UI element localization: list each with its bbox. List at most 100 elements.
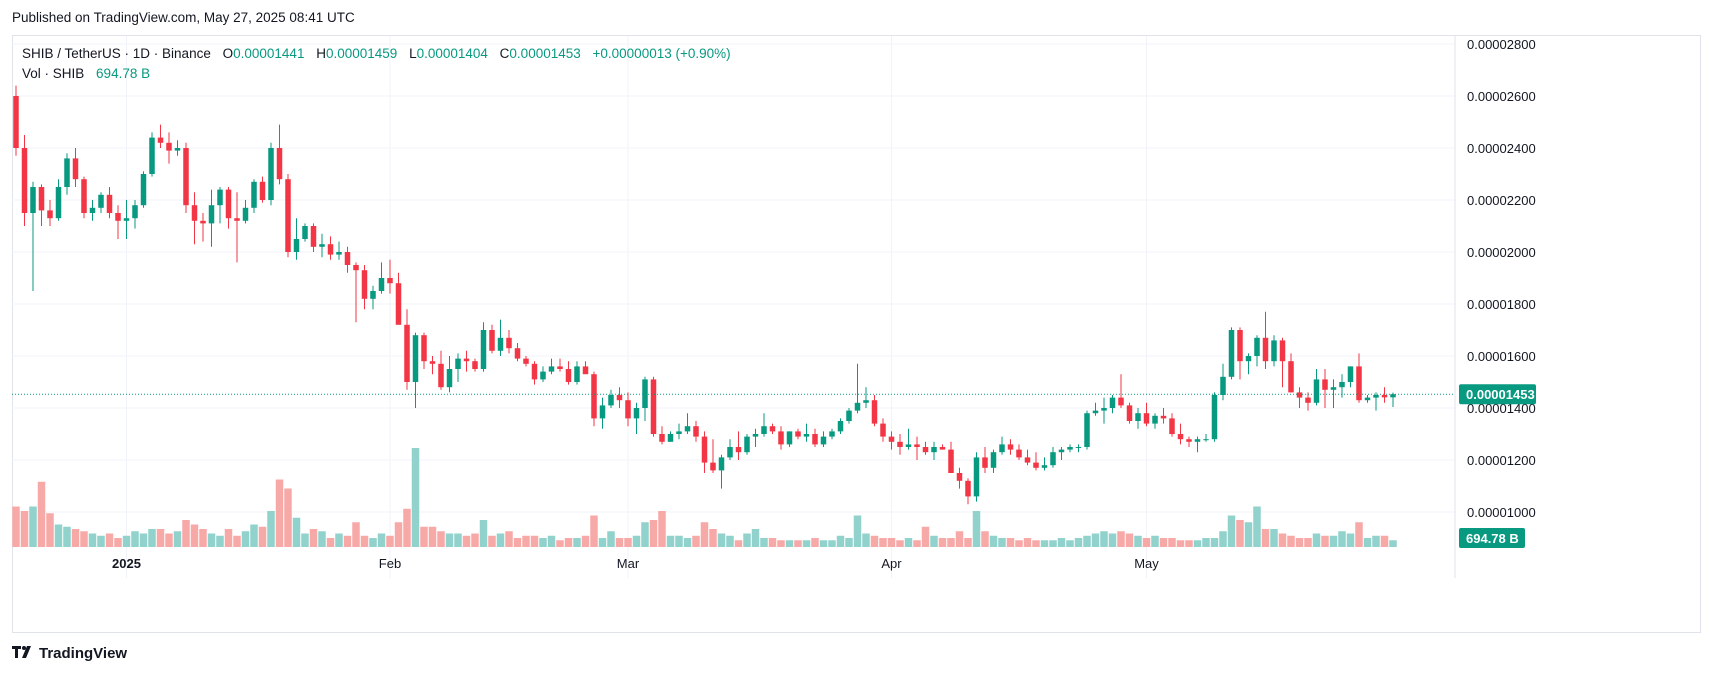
candle bbox=[132, 200, 138, 229]
candle bbox=[1339, 374, 1345, 398]
candle bbox=[1143, 402, 1150, 427]
candle bbox=[1033, 452, 1039, 471]
volume-bar bbox=[411, 448, 420, 547]
volume-bar bbox=[309, 529, 318, 547]
volume-bar bbox=[1389, 540, 1397, 547]
candle bbox=[217, 187, 223, 224]
volume-bar bbox=[420, 526, 428, 547]
volume-bar bbox=[887, 538, 896, 547]
volume-bar bbox=[836, 535, 845, 547]
candle bbox=[140, 171, 147, 208]
last-volume-label: 694.78 B bbox=[1466, 531, 1519, 546]
candle-body bbox=[1322, 379, 1328, 390]
candle bbox=[1288, 353, 1294, 393]
price-tick-label: 0.00002800 bbox=[1467, 37, 1536, 52]
candle bbox=[293, 218, 300, 260]
time-tick-label: 2025 bbox=[112, 556, 141, 571]
candle-body bbox=[1339, 382, 1345, 388]
candle-body bbox=[234, 218, 240, 221]
candle bbox=[395, 272, 402, 325]
candle bbox=[939, 444, 946, 450]
candle-body bbox=[455, 358, 461, 369]
tradingview-brand[interactable]: TradingView bbox=[12, 645, 127, 662]
volume-bar bbox=[513, 538, 522, 547]
volume-bar bbox=[777, 540, 785, 547]
volume-bar bbox=[845, 538, 853, 547]
volume-bar bbox=[879, 538, 887, 547]
volume-bar bbox=[88, 533, 97, 547]
candle bbox=[259, 176, 266, 203]
candle bbox=[302, 223, 308, 242]
volume-bar bbox=[1057, 538, 1066, 547]
volume-bar bbox=[352, 522, 360, 547]
candle-body bbox=[1194, 439, 1201, 442]
candle bbox=[55, 179, 62, 221]
volume-bar bbox=[1346, 533, 1355, 547]
volume-bar bbox=[275, 479, 284, 547]
tradingview-logo-icon bbox=[12, 645, 34, 662]
candle-body bbox=[803, 434, 810, 437]
volume-legend-line: Vol · SHIB 694.78 B bbox=[22, 64, 731, 84]
volume-bar bbox=[785, 540, 794, 547]
volume-bar bbox=[573, 538, 581, 547]
candle bbox=[608, 389, 614, 408]
candle bbox=[905, 428, 912, 450]
volume-bar bbox=[1032, 540, 1040, 547]
candle bbox=[1041, 457, 1048, 471]
candle bbox=[1177, 423, 1184, 445]
candle-body bbox=[1356, 366, 1362, 401]
volume-bar bbox=[1210, 538, 1219, 547]
candle-body bbox=[404, 324, 410, 382]
volume-bar bbox=[896, 540, 904, 547]
candle-body bbox=[735, 447, 742, 453]
candle-body bbox=[183, 148, 189, 206]
candle bbox=[319, 233, 325, 258]
volume-bar bbox=[989, 535, 998, 547]
candle bbox=[81, 176, 87, 219]
candle bbox=[531, 361, 538, 385]
candle-body bbox=[344, 252, 351, 265]
volume-bar bbox=[794, 540, 802, 547]
candle-body bbox=[166, 142, 172, 151]
volume-bar bbox=[700, 522, 709, 547]
candle bbox=[820, 431, 827, 447]
candle bbox=[1075, 444, 1082, 453]
volume-bar bbox=[1227, 515, 1236, 547]
volume-bar bbox=[811, 538, 819, 547]
volume-bar bbox=[54, 524, 63, 547]
candle-body bbox=[650, 379, 657, 434]
candle-body bbox=[89, 207, 96, 213]
volume-bar bbox=[1117, 531, 1125, 547]
volume-bar bbox=[1100, 531, 1108, 547]
volume-bar bbox=[955, 531, 964, 547]
volume-label[interactable]: Vol · SHIB bbox=[22, 66, 85, 81]
chart-frame[interactable] bbox=[12, 35, 1701, 633]
candle-body bbox=[421, 335, 427, 362]
price-tick-label: 0.00002000 bbox=[1467, 245, 1536, 260]
volume-bar bbox=[386, 535, 394, 547]
candle bbox=[837, 418, 844, 434]
candle-body bbox=[744, 436, 750, 453]
candle-body bbox=[591, 374, 597, 419]
volume-bar bbox=[1372, 535, 1380, 547]
candle bbox=[1058, 447, 1065, 460]
candle-body bbox=[480, 330, 487, 369]
candle bbox=[1254, 335, 1260, 367]
candle-layer bbox=[13, 85, 1396, 505]
volume-bar bbox=[173, 531, 182, 547]
symbol-label[interactable]: SHIB / TetherUS · 1D · Binance bbox=[22, 46, 211, 61]
volume-bar bbox=[743, 533, 751, 547]
candle-body bbox=[157, 137, 164, 143]
candle-body bbox=[1160, 415, 1167, 419]
candle-body bbox=[956, 473, 963, 481]
candle bbox=[999, 436, 1005, 455]
candle-body bbox=[1279, 340, 1286, 362]
volume-bar bbox=[505, 531, 513, 547]
volume-bar bbox=[360, 535, 369, 547]
candle bbox=[429, 356, 436, 375]
volume-bar bbox=[241, 531, 250, 547]
candle bbox=[1092, 402, 1099, 416]
candle-body bbox=[1373, 395, 1379, 398]
candle-body bbox=[1211, 395, 1218, 440]
